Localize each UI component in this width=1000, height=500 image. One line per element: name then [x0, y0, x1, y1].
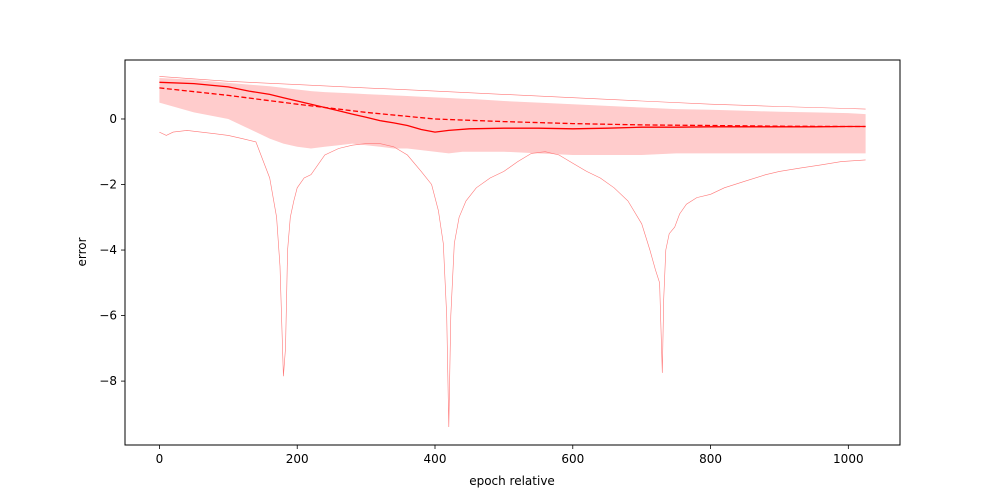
axes-frame: [124, 59, 901, 446]
std-band: [159, 78, 866, 155]
x-tick-label: 0: [156, 452, 164, 466]
x-tick-label: 800: [699, 452, 722, 466]
x-tick-label: 600: [561, 452, 584, 466]
envelope-upper-line: [159, 76, 866, 110]
dashed-line: [159, 87, 866, 128]
axis-ticks: 0 200 400 600 800 1000 0 −2 −4 −6 −8: [99, 112, 863, 466]
y-tick-label: −6: [99, 309, 117, 323]
envelope-lower-line: [159, 130, 866, 428]
x-tick-label: 200: [286, 452, 309, 466]
x-tick-label: 1000: [833, 452, 864, 466]
solid-line: [159, 81, 866, 133]
y-axis-label: error: [75, 237, 89, 266]
x-axis-label: epoch relative: [469, 474, 555, 488]
x-tick-label: 400: [424, 452, 447, 466]
y-tick-label: −8: [99, 374, 117, 388]
y-tick-label: 0: [109, 112, 117, 126]
y-tick-label: −2: [99, 178, 117, 192]
plot-area: [159, 76, 866, 428]
y-tick-label: −4: [99, 243, 117, 257]
